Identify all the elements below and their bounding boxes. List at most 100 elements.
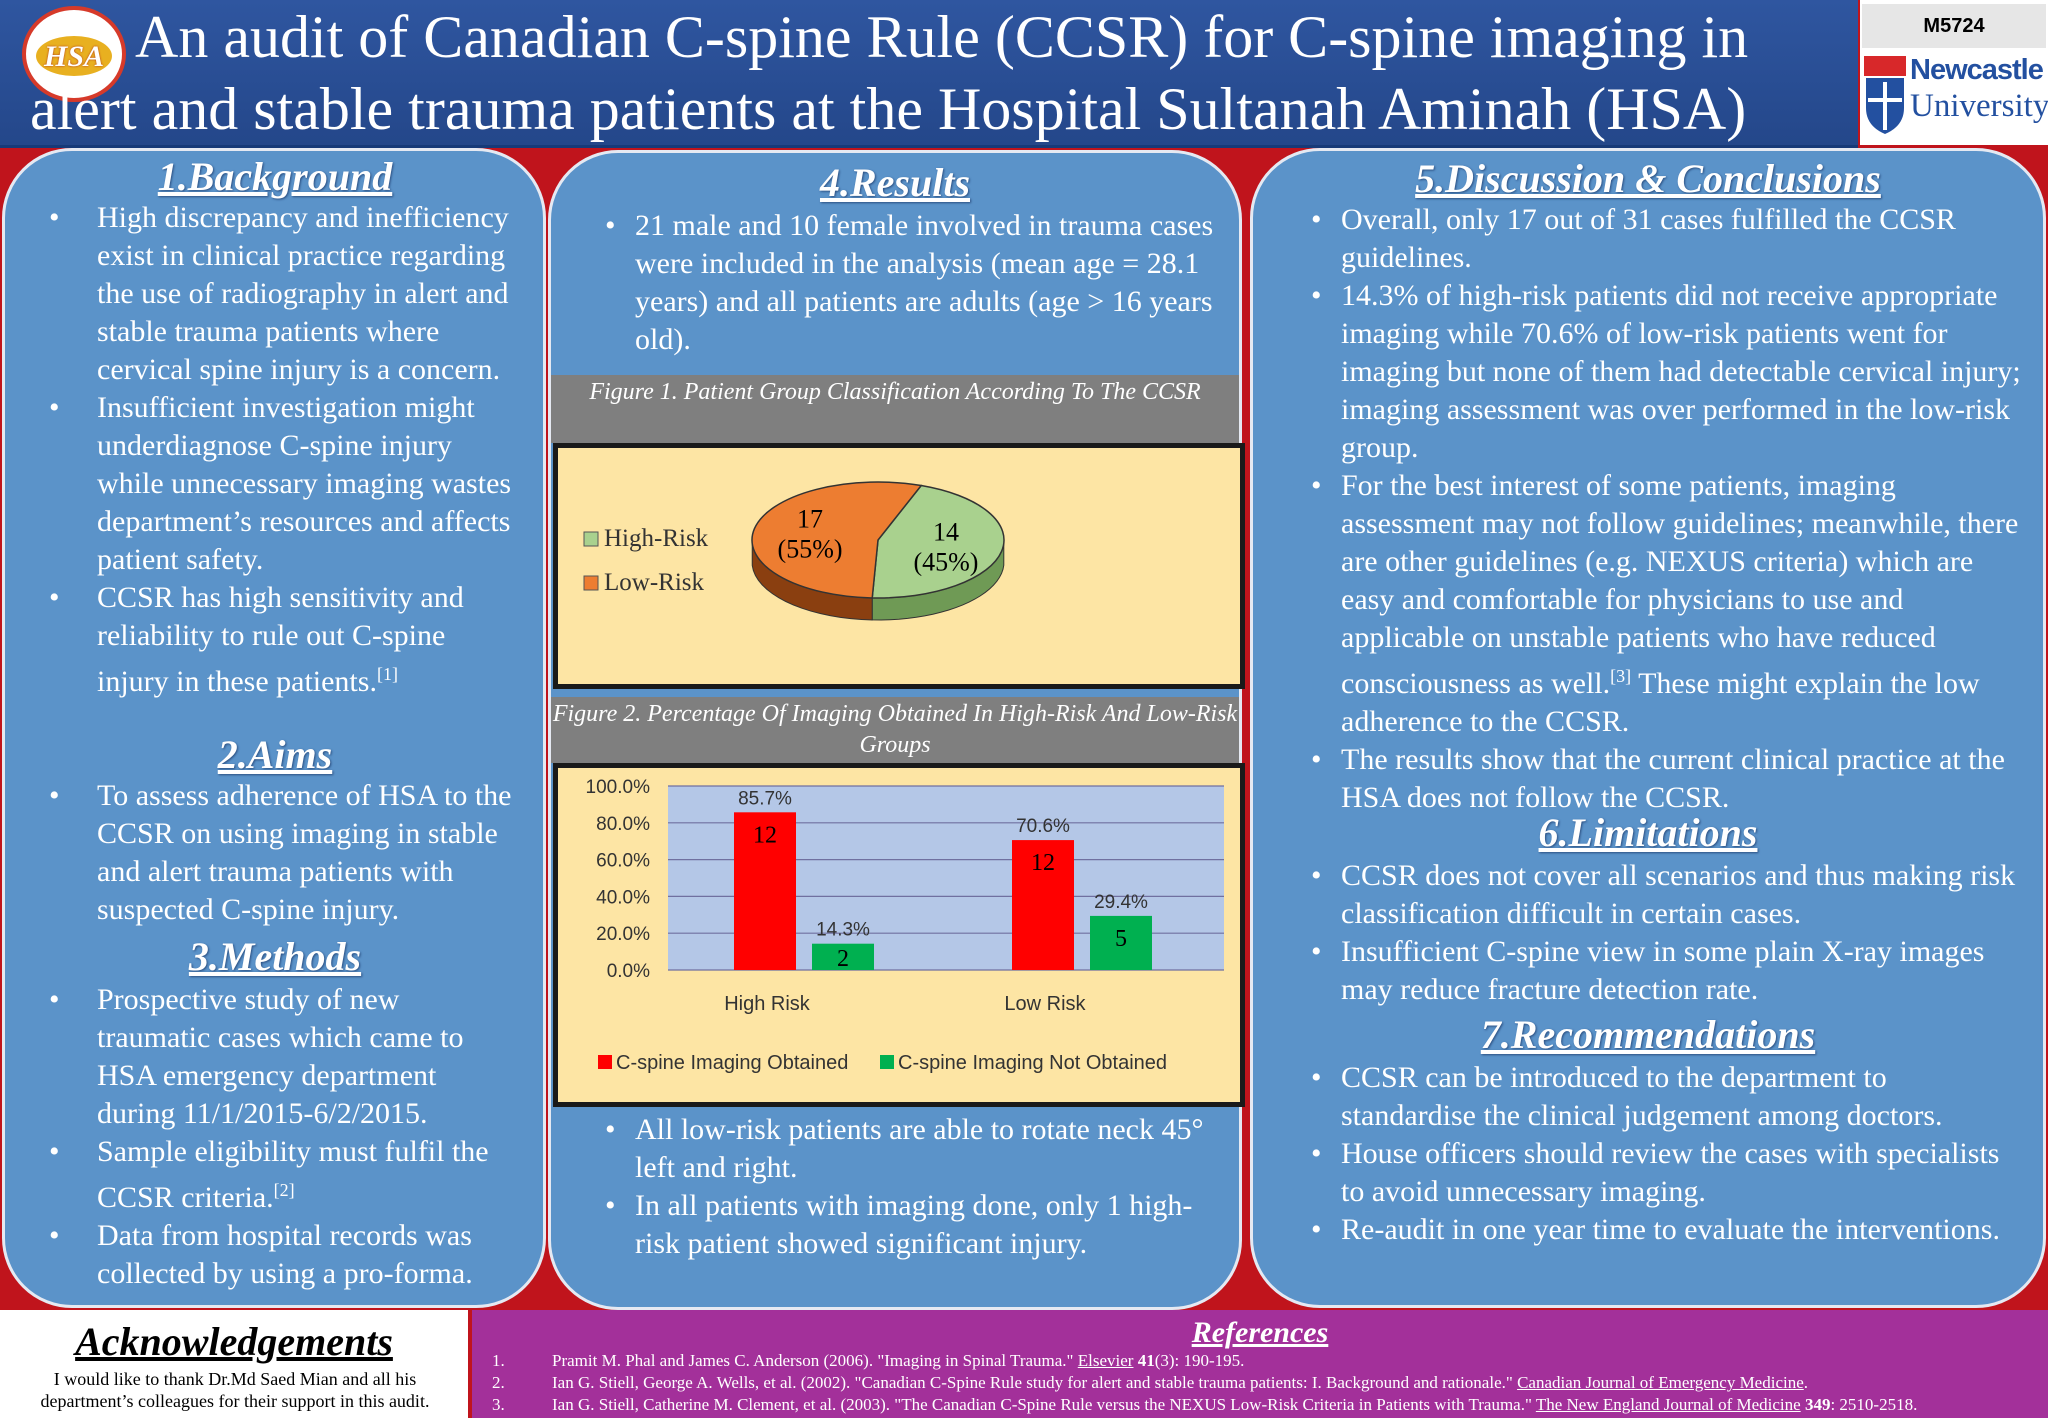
legend-label-obtained: C-spine Imaging Obtained xyxy=(616,1052,848,1074)
reference-item-1: 1. Pramit M. Phal and James C. Anderson (… xyxy=(492,1350,1244,1372)
reference-number: 2. xyxy=(492,1373,505,1392)
methods-bullet-2-text: Sample eligibility must fulfil the CCSR … xyxy=(97,1135,489,1214)
poster-header xyxy=(0,0,1858,148)
methods-bullet-2: Sample eligibility must fulfil the CCSR … xyxy=(49,1133,517,1217)
discussion-list: Overall, only 17 out of 31 cases fulfill… xyxy=(1311,201,2021,817)
discussion-bullet-3: For the best interest of some patients, … xyxy=(1311,467,2021,741)
legend-swatch-high-risk xyxy=(583,531,599,547)
recommendations-bullet-2: House officers should review the cases w… xyxy=(1311,1135,2021,1211)
bar-low-risk-obtained xyxy=(1012,840,1074,970)
legend-label-high-risk: High-Risk xyxy=(604,525,709,552)
legend-swatch-obtained xyxy=(598,1055,612,1069)
reference-journal: Canadian Journal of Emergency Medicine xyxy=(1517,1373,1804,1392)
reference-number: 3. xyxy=(492,1395,505,1414)
figure-2-bar-chart: 0.0% 20.0% 40.0% 60.0% 80.0% 100.0% 85.7% 12 14.… xyxy=(553,763,1245,1107)
legend-swatch-not-obtained xyxy=(880,1055,894,1069)
limitations-list: CCSR does not cover all scenarios and th… xyxy=(1311,857,2021,1009)
results-intro-list: 21 male and 10 female involved in trauma… xyxy=(605,207,1215,359)
limitations-bullet-1: CCSR does not cover all scenarios and th… xyxy=(1311,857,2021,933)
y-tick-label: 20.0% xyxy=(596,924,650,945)
recommendations-title: 7.Recommendations xyxy=(1480,1012,1816,1057)
results-bullet-2: In all patients with imaging done, only … xyxy=(605,1187,1215,1263)
pie-label-percent: (45%) xyxy=(913,547,978,576)
recommendations-list: CCSR can be introduced to the department… xyxy=(1311,1059,2021,1249)
pie-label-percent: (55%) xyxy=(778,535,843,564)
university-name-line-2: University xyxy=(1910,88,2048,124)
reference-mark: [1] xyxy=(376,664,398,684)
y-tick-label: 80.0% xyxy=(596,814,650,835)
pie-chart-svg: 14(45%) 17(55%) High-Risk Low-Risk xyxy=(583,481,1005,621)
reference-mark: [3] xyxy=(1610,666,1632,686)
legend-label-not-obtained: C-spine Imaging Not Obtained xyxy=(898,1052,1167,1074)
methods-bullet-3: Data from hospital records was collected… xyxy=(49,1217,517,1293)
recommendations-bullet-3: Re-audit in one year time to evaluate th… xyxy=(1311,1211,2021,1249)
university-name-line-1: Newcastle xyxy=(1910,54,2044,86)
title-line-1: An audit of Canadian C-spine Rule (CCSR)… xyxy=(135,4,1749,70)
reference-number: 1. xyxy=(492,1351,505,1370)
aims-list: To assess adherence of HSA to the CCSR o… xyxy=(49,777,517,929)
hsa-logo: HSA xyxy=(22,6,126,102)
acknowledgements-title: Acknowledgements xyxy=(75,1319,393,1364)
recommendations-bullet-1: CCSR can be introduced to the department… xyxy=(1311,1059,2021,1135)
background-bullet-1: High discrepancy and inefficiency exist … xyxy=(49,199,517,389)
background-bullet-2: Insufficient investigation might underdi… xyxy=(49,389,517,579)
methods-bullet-1: Prospective study of new traumatic cases… xyxy=(49,981,517,1133)
shield-icon xyxy=(1864,56,1906,134)
results-title: 4.Results xyxy=(819,160,971,205)
bar-count-label: 5 xyxy=(1115,926,1127,952)
pie-slice-high-risk xyxy=(871,484,1005,599)
reference-pages: (3): 190-195. xyxy=(1154,1351,1245,1370)
poster-code: M5724 xyxy=(1862,4,2046,48)
pie-slice-low-risk xyxy=(751,481,923,599)
bar-high-risk-obtained xyxy=(734,812,796,970)
y-tick-label: 40.0% xyxy=(596,887,650,908)
reference-item-2: 2. Ian G. Stiell, George A. Wells, et al.… xyxy=(492,1372,1808,1394)
reference-journal: The New England Journal of Medicine xyxy=(1535,1395,1801,1414)
poster-title: An audit of Canadian C-spine Rule (CCSR)… xyxy=(0,0,1858,145)
acknowledgements-text: I would like to thank Dr.Md Saed Mian an… xyxy=(40,1369,430,1411)
bar-chart-svg: 0.0% 20.0% 40.0% 60.0% 80.0% 100.0% 85.7% 12 14.… xyxy=(586,777,1224,1074)
methods-list: Prospective study of new traumatic cases… xyxy=(49,981,517,1293)
discussion-bullet-1: Overall, only 17 out of 31 cases fulfill… xyxy=(1311,201,2021,277)
y-tick-label: 100.0% xyxy=(586,777,651,798)
bar-value-label: 14.3% xyxy=(816,920,870,941)
reference-text: Ian G. Stiell, George A. Wells, et al. (… xyxy=(552,1373,1518,1392)
y-tick-label: 60.0% xyxy=(596,851,650,872)
acknowledgements-box: Acknowledgements I would like to thank D… xyxy=(0,1310,468,1418)
limitations-bullet-2: Insufficient C-spine view in some plain … xyxy=(1311,933,2021,1009)
hsa-logo-text: HSA xyxy=(43,40,105,73)
pie-label-count: 14 xyxy=(933,517,959,546)
results-after-list: All low-risk patients are able to rotate… xyxy=(605,1111,1215,1263)
bar-count-label: 12 xyxy=(1031,850,1055,876)
aims-bullet-1: To assess adherence of HSA to the CCSR o… xyxy=(49,777,517,929)
figure-1-caption: Figure 1. Patient Group Classification A… xyxy=(551,375,1239,443)
references-box: References 1. Pramit M. Phal and James C.… xyxy=(472,1310,2048,1418)
results-bullet-1: All low-risk patients are able to rotate… xyxy=(605,1111,1215,1187)
y-tick-label: 0.0% xyxy=(607,961,650,982)
reference-pages: : 2510-2518. xyxy=(1830,1395,1918,1414)
reference-volume: 349 xyxy=(1800,1395,1831,1414)
background-list: High discrepancy and inefficiency exist … xyxy=(49,199,517,701)
x-tick-label: High Risk xyxy=(724,993,811,1015)
results-intro: 21 male and 10 female involved in trauma… xyxy=(605,207,1215,359)
discussion-bullet-2: 14.3% of high-risk patients did not rece… xyxy=(1311,277,2021,467)
discussion-bullet-3-text: For the best interest of some patients, … xyxy=(1341,469,2019,700)
x-tick-label: Low Risk xyxy=(1004,993,1086,1015)
reference-text: Pramit M. Phal and James C. Anderson (20… xyxy=(552,1351,1078,1370)
reference-mark: [2] xyxy=(273,1180,295,1200)
discussion-bullet-3-text-end: These might explain the low adherence to… xyxy=(1341,667,1980,738)
legend-swatch-low-risk xyxy=(583,575,599,591)
reference-item-3: 3. Ian G. Stiell, Catherine M. Clement, e… xyxy=(492,1394,1917,1416)
references-title: References xyxy=(1191,1316,1329,1349)
background-bullet-3-text: CCSR has high sensitivity and reliabilit… xyxy=(97,581,464,698)
bar-value-label: 85.7% xyxy=(738,788,792,809)
aims-title: 2.Aims xyxy=(217,732,333,777)
reference-journal: Elsevier xyxy=(1077,1351,1134,1370)
reference-pages: . xyxy=(1803,1373,1809,1392)
background-title: 1.Background xyxy=(157,154,393,199)
right-panel: 5.Discussion & Conclusions Overall, only… xyxy=(1250,148,2046,1308)
bar-count-label: 12 xyxy=(753,822,777,848)
bar-high-risk-not-obtained xyxy=(812,943,874,970)
background-bullet-3: CCSR has high sensitivity and reliabilit… xyxy=(49,579,517,701)
reference-text: Ian G. Stiell, Catherine M. Clement, et … xyxy=(552,1395,1536,1414)
